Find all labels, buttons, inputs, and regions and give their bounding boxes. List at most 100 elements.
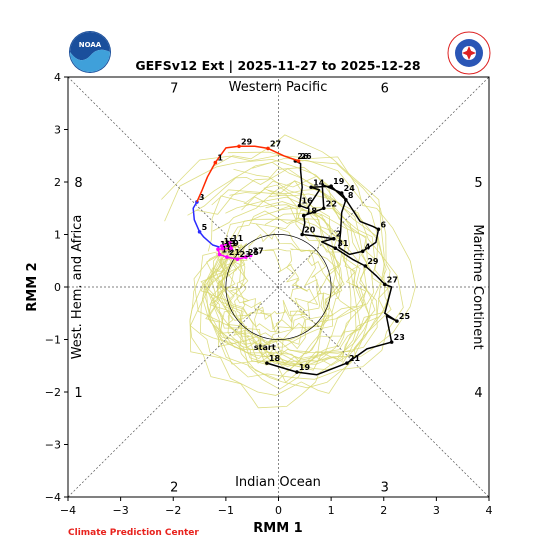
week1-point (217, 252, 222, 257)
observed-point-label: 22 (326, 199, 337, 208)
start-label: start (254, 343, 276, 352)
observed-point-label: 6 (380, 220, 386, 229)
week3-point-label: 26 (300, 152, 312, 161)
ensemble-member-line (161, 154, 417, 365)
nws-logo (447, 31, 491, 75)
observed-point-label: 23 (394, 333, 405, 342)
week1-point-label: 19 (222, 245, 234, 254)
week3-point-label: 1 (217, 154, 223, 163)
week3-point (296, 159, 301, 163)
observed-point (376, 227, 381, 232)
ensemble-member-line (216, 227, 321, 330)
observed-point (297, 203, 302, 208)
ensemble-member-line (234, 204, 341, 351)
y-axis-label: RMM 2 (25, 262, 40, 311)
observed-point (345, 361, 349, 365)
week1-point-label: 27 (253, 247, 264, 256)
observed-point (339, 191, 344, 195)
observed-point-label: 8 (348, 191, 354, 200)
observed-point (333, 246, 338, 250)
week1-point-label: 25 (248, 248, 260, 257)
y-tick-label: 3 (54, 124, 61, 137)
week1-point (229, 246, 233, 250)
x-tick-label: 2 (380, 504, 387, 517)
observed-point-label: 31 (337, 239, 349, 248)
ensemble-member-line (206, 207, 362, 358)
observed-point (360, 249, 365, 254)
observed-point-label: 16 (302, 197, 314, 206)
week3-point (237, 144, 241, 149)
week3-series-line (196, 145, 299, 203)
chart-title: GEFSv12 Ext | 2025-11-27 to 2025-12-28 (135, 58, 420, 73)
x-tick-label: −1 (218, 504, 234, 517)
noaa-logo-text: NOAA (79, 41, 102, 49)
x-tick-label: −2 (165, 504, 181, 517)
observed-point-label: 19 (299, 363, 311, 372)
week1-point-label: 9 (233, 239, 239, 248)
observed-series-line (266, 160, 398, 376)
phase-number: 2 (170, 481, 178, 496)
credit-footer: Climate Prediction Center (68, 528, 199, 538)
observed-point (344, 198, 348, 202)
y-tick-label: 1 (54, 229, 61, 242)
phase-number: 5 (474, 176, 482, 191)
week2-point-label: 5 (202, 223, 208, 232)
observed-point (265, 361, 269, 365)
region-label-left: West. Hem. and Africa (70, 215, 85, 360)
ensemble-member-line (189, 166, 404, 380)
week2-point (197, 230, 202, 234)
observed-point (389, 340, 394, 344)
observed-point-label: 29 (367, 257, 379, 266)
week1-point-label: 11 (232, 234, 244, 243)
observed-point-label: 25 (399, 312, 411, 321)
ensemble-member-line (229, 168, 345, 333)
ensemble-member-line (202, 157, 391, 371)
y-tick-label: −3 (45, 439, 61, 452)
week3-point (266, 146, 270, 151)
ensemble-member-line (189, 180, 370, 409)
ensemble-member-line (210, 151, 385, 368)
observed-point-label: 2 (336, 230, 342, 239)
ensemble-member-line (216, 242, 319, 321)
observed-point (295, 370, 299, 374)
observed-point (329, 184, 333, 188)
observed-point (331, 236, 336, 241)
observed-point-label: 19 (333, 177, 345, 186)
week1-point-label: 17 (220, 240, 231, 249)
phase-number: 6 (381, 82, 389, 97)
phase-number: 4 (474, 386, 482, 401)
week1-point-label: 15 (224, 237, 236, 246)
data-series: 1819212325272931220182224648191416262725… (192, 137, 411, 376)
observed-point (321, 206, 326, 211)
x-tick-label: 4 (486, 504, 493, 517)
y-tick-label: −4 (45, 491, 61, 504)
y-tick-label: 0 (54, 281, 61, 294)
phase-number: 1 (74, 386, 82, 401)
observed-point-label: 21 (349, 354, 361, 363)
observed-point (363, 264, 368, 268)
ensemble-member-line (233, 245, 308, 345)
region-label-top: Western Pacific (229, 80, 328, 95)
y-tick-label: 2 (54, 176, 61, 189)
observed-point (383, 282, 387, 287)
week2-point-label: 3 (199, 193, 205, 202)
week1-point (219, 244, 224, 248)
ensemble-member-line (164, 158, 376, 371)
x-tick-label: 0 (275, 504, 282, 517)
week1-series-line (217, 242, 251, 260)
ensemble-member-line (193, 134, 392, 367)
ensemble-members (161, 134, 417, 409)
observed-point-label: 27 (387, 275, 398, 284)
week1-point (225, 255, 229, 259)
ensemble-member-line (203, 194, 343, 358)
ensemble-member-line (211, 189, 352, 365)
week3-point (213, 160, 218, 165)
week1-point (228, 241, 232, 245)
week1-point (248, 253, 253, 258)
x-axis-label: RMM 1 (253, 521, 302, 536)
unit-circle (225, 234, 332, 340)
y-tick-label: −1 (45, 334, 61, 347)
observed-point (301, 213, 306, 218)
